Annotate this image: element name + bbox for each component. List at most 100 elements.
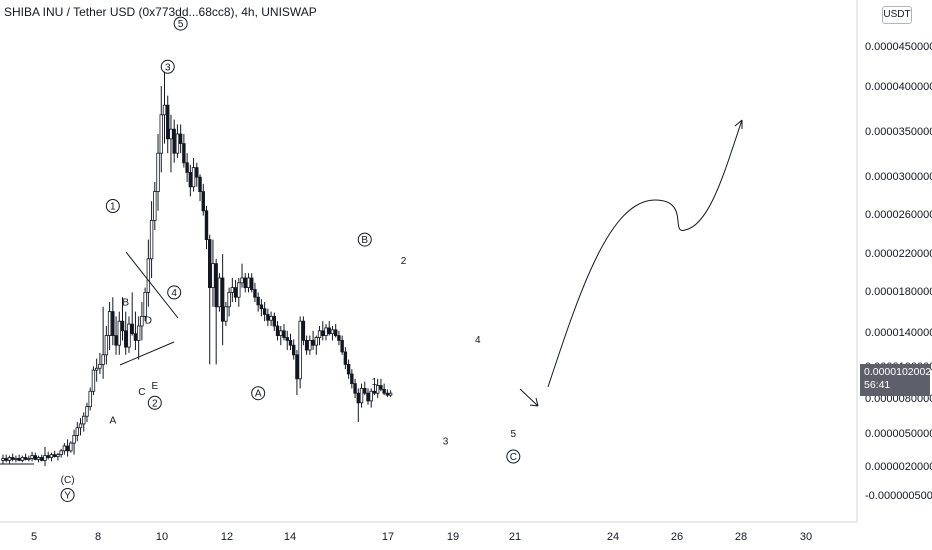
candle-body [49,454,54,458]
wave-circle [60,487,75,502]
last-price: 0.0000102002 [864,366,932,378]
wave-circle [251,386,266,401]
candle [250,273,254,293]
candle [1,454,5,465]
candle [153,182,157,230]
candle-body [98,363,102,369]
candle-body [198,176,202,192]
candle-body [246,277,251,289]
candle [17,454,21,462]
wave-circle [167,285,182,300]
candle-body [308,339,312,351]
candle-body [140,315,144,327]
candle [333,324,338,338]
candle-body [120,320,125,332]
candle-body [295,354,299,380]
candle-body [327,327,331,335]
candle-body [324,327,328,337]
y-tick-label: 0.0000220000 [865,248,932,260]
projection-curve [547,119,743,388]
candle [52,450,57,458]
candle-body [208,239,212,289]
candle [382,383,386,396]
candle [175,124,180,158]
candle [98,352,102,374]
candle-body [356,392,360,404]
candle-body [88,390,92,408]
candle-body [82,415,86,425]
x-tick-label: 24 [607,531,619,543]
candle-body [314,337,319,346]
candle [317,326,322,346]
candle [282,324,286,341]
candle-body [317,330,322,338]
triangle-lower-line [119,341,175,366]
candle-body [72,435,76,444]
candle [266,308,270,326]
candle-body [27,458,31,460]
candle [314,335,319,355]
candle [117,311,121,355]
candle [288,333,293,350]
candle [104,326,109,365]
candle-body [91,369,96,392]
candle [346,359,351,379]
candle-body [56,454,60,457]
candle [88,387,92,411]
candle [388,390,393,398]
wave-label: 2 [401,256,407,267]
candle [78,418,83,436]
candle [143,287,147,322]
candle-body [182,143,186,164]
y-tick-label: 0.0000450000 [865,41,932,53]
wave-label: B [361,235,368,246]
candle [204,206,209,250]
wave-label: 4 [475,335,481,346]
wave-label: D [145,316,152,327]
candle-body [301,320,306,341]
candle [366,388,370,405]
candle-body [149,219,154,260]
candles [1,71,393,467]
last-price-badge: 0.0000102002 56:41 [860,364,932,396]
candle-body [23,457,28,460]
candle-body [220,277,225,322]
candle-body [107,311,112,337]
candle [363,381,367,396]
candle-body [259,304,264,310]
candle [375,378,380,398]
candle-body [17,458,21,461]
candle-body [104,335,109,356]
currency-selector[interactable]: USDT [882,6,912,24]
candle-body [288,339,293,346]
y-tick-label: -0.0000005000 [865,490,932,502]
x-tick-label: 14 [284,531,296,543]
wave-label: C [510,452,517,463]
y-tick-label: 0.0000180000 [865,286,932,298]
candle-body [240,277,244,284]
candle [272,312,277,331]
candle-body [166,104,170,140]
candle [185,153,189,182]
price-axis: 0.0000450000 0.0000400000 0.0000350000 0.00… [865,41,932,502]
candle-body [366,392,370,402]
candle [191,158,196,192]
candle [127,316,131,353]
x-tick-label: 21 [509,531,521,543]
candle [130,292,134,336]
candle [269,311,273,326]
y-tick-label: 0.0000400000 [865,81,932,93]
candle-body [133,333,138,341]
candle-body [291,344,296,356]
wave-label: 5 [511,429,517,440]
candle [188,164,193,197]
wave-label: A [255,389,262,400]
candle-body [10,457,15,460]
candle-body [321,330,325,336]
candle [327,321,331,336]
candle-body [266,314,270,321]
candle [111,297,115,346]
candle [59,448,63,458]
